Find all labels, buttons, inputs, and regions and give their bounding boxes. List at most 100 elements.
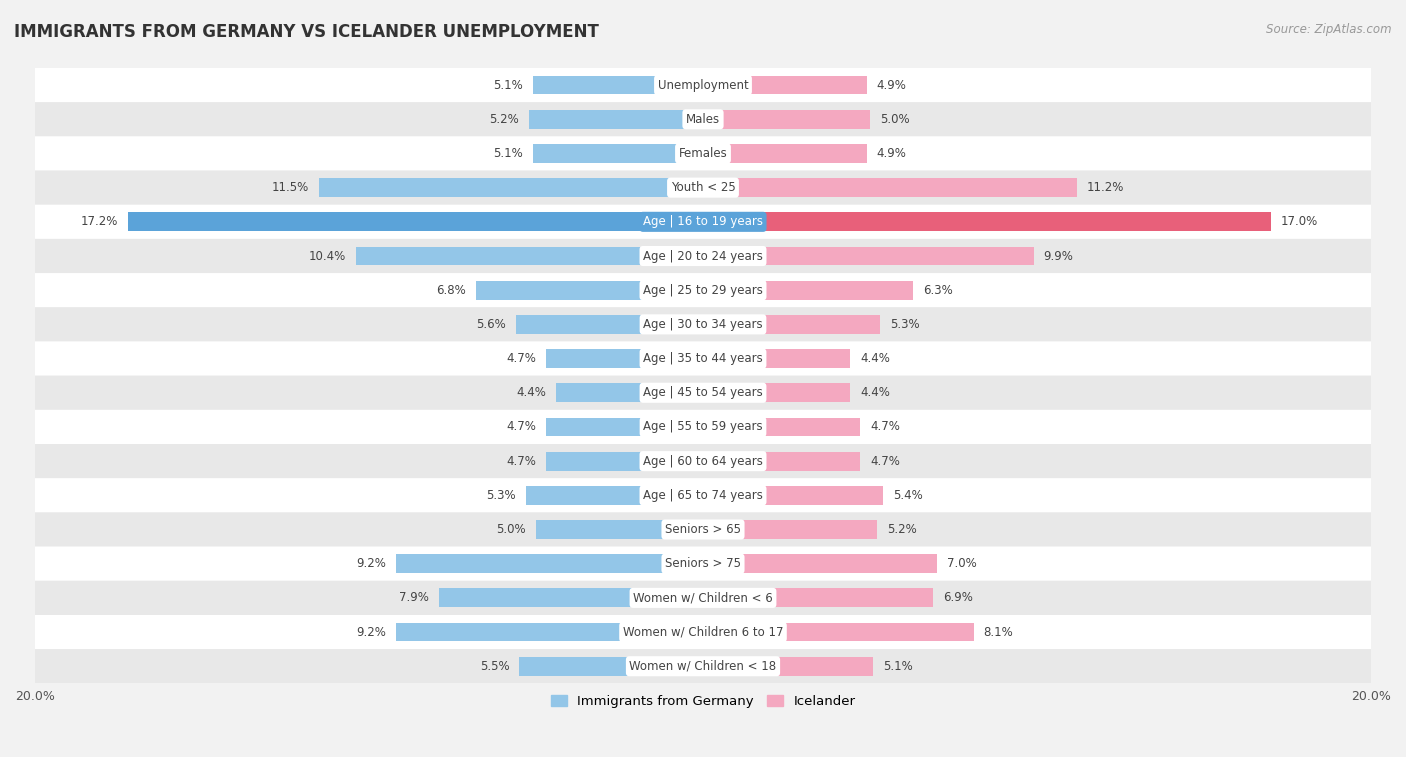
Text: 5.2%: 5.2%	[489, 113, 519, 126]
Bar	[703, 588, 934, 607]
Bar	[529, 110, 703, 129]
Text: 5.1%: 5.1%	[494, 79, 523, 92]
Text: Youth < 25: Youth < 25	[671, 181, 735, 194]
Text: Women w/ Children 6 to 17: Women w/ Children 6 to 17	[623, 625, 783, 639]
Bar	[356, 247, 703, 266]
Text: 7.9%: 7.9%	[399, 591, 429, 604]
Text: 7.0%: 7.0%	[946, 557, 977, 570]
Text: 4.7%: 4.7%	[506, 455, 536, 468]
Bar	[536, 520, 703, 539]
Bar	[703, 144, 866, 163]
FancyBboxPatch shape	[35, 410, 1371, 444]
FancyBboxPatch shape	[35, 204, 1371, 239]
Bar	[703, 178, 1077, 197]
Bar	[475, 281, 703, 300]
Text: 17.2%: 17.2%	[82, 215, 118, 229]
Text: 5.4%: 5.4%	[893, 489, 924, 502]
Bar	[533, 144, 703, 163]
Bar	[703, 315, 880, 334]
FancyBboxPatch shape	[35, 444, 1371, 478]
Bar	[703, 349, 851, 368]
Legend: Immigrants from Germany, Icelander: Immigrants from Germany, Icelander	[546, 690, 860, 714]
Bar	[703, 76, 866, 95]
Bar	[703, 554, 936, 573]
Bar	[439, 588, 703, 607]
Text: Women w/ Children < 18: Women w/ Children < 18	[630, 660, 776, 673]
Bar	[533, 76, 703, 95]
Bar	[703, 383, 851, 402]
Bar	[703, 110, 870, 129]
Text: IMMIGRANTS FROM GERMANY VS ICELANDER UNEMPLOYMENT: IMMIGRANTS FROM GERMANY VS ICELANDER UNE…	[14, 23, 599, 41]
Text: 17.0%: 17.0%	[1281, 215, 1317, 229]
Bar	[703, 486, 883, 505]
Text: 5.1%: 5.1%	[494, 147, 523, 160]
FancyBboxPatch shape	[35, 375, 1371, 410]
FancyBboxPatch shape	[35, 170, 1371, 204]
Bar	[703, 452, 860, 471]
Text: Seniors > 65: Seniors > 65	[665, 523, 741, 536]
Text: Source: ZipAtlas.com: Source: ZipAtlas.com	[1267, 23, 1392, 36]
Bar	[546, 418, 703, 436]
Text: 6.3%: 6.3%	[924, 284, 953, 297]
FancyBboxPatch shape	[35, 68, 1371, 102]
Text: 4.7%: 4.7%	[506, 420, 536, 434]
Text: 4.9%: 4.9%	[877, 79, 907, 92]
Bar	[703, 213, 1271, 231]
Text: 11.5%: 11.5%	[271, 181, 309, 194]
Bar	[703, 623, 973, 641]
Text: 5.1%: 5.1%	[883, 660, 912, 673]
Text: 4.7%: 4.7%	[870, 420, 900, 434]
FancyBboxPatch shape	[35, 239, 1371, 273]
Text: 4.4%: 4.4%	[860, 352, 890, 365]
Bar	[555, 383, 703, 402]
Text: Females: Females	[679, 147, 727, 160]
Text: Age | 20 to 24 years: Age | 20 to 24 years	[643, 250, 763, 263]
FancyBboxPatch shape	[35, 650, 1371, 684]
Bar	[703, 281, 914, 300]
Bar	[546, 349, 703, 368]
Text: 4.7%: 4.7%	[506, 352, 536, 365]
Text: 5.5%: 5.5%	[479, 660, 509, 673]
Text: Age | 65 to 74 years: Age | 65 to 74 years	[643, 489, 763, 502]
FancyBboxPatch shape	[35, 102, 1371, 136]
Text: 9.2%: 9.2%	[356, 625, 385, 639]
Text: Age | 55 to 59 years: Age | 55 to 59 years	[643, 420, 763, 434]
Bar	[319, 178, 703, 197]
Bar	[703, 657, 873, 676]
Text: 4.9%: 4.9%	[877, 147, 907, 160]
Text: 9.2%: 9.2%	[356, 557, 385, 570]
Text: Age | 60 to 64 years: Age | 60 to 64 years	[643, 455, 763, 468]
Text: 5.0%: 5.0%	[496, 523, 526, 536]
Bar	[395, 623, 703, 641]
FancyBboxPatch shape	[35, 136, 1371, 170]
Text: 11.2%: 11.2%	[1087, 181, 1125, 194]
Bar	[516, 315, 703, 334]
FancyBboxPatch shape	[35, 478, 1371, 512]
Text: 5.3%: 5.3%	[486, 489, 516, 502]
Text: Unemployment: Unemployment	[658, 79, 748, 92]
Bar	[519, 657, 703, 676]
Text: 5.2%: 5.2%	[887, 523, 917, 536]
Text: 6.8%: 6.8%	[436, 284, 465, 297]
Bar	[703, 418, 860, 436]
FancyBboxPatch shape	[35, 581, 1371, 615]
Text: 5.6%: 5.6%	[477, 318, 506, 331]
Text: 5.0%: 5.0%	[880, 113, 910, 126]
Text: 4.7%: 4.7%	[870, 455, 900, 468]
Text: Seniors > 75: Seniors > 75	[665, 557, 741, 570]
Text: Males: Males	[686, 113, 720, 126]
Text: 6.9%: 6.9%	[943, 591, 973, 604]
FancyBboxPatch shape	[35, 341, 1371, 375]
FancyBboxPatch shape	[35, 512, 1371, 547]
Text: Age | 30 to 34 years: Age | 30 to 34 years	[643, 318, 763, 331]
Text: 5.3%: 5.3%	[890, 318, 920, 331]
Text: Age | 25 to 29 years: Age | 25 to 29 years	[643, 284, 763, 297]
FancyBboxPatch shape	[35, 307, 1371, 341]
Bar	[703, 520, 877, 539]
FancyBboxPatch shape	[35, 547, 1371, 581]
Text: Women w/ Children < 6: Women w/ Children < 6	[633, 591, 773, 604]
Bar	[526, 486, 703, 505]
Text: 9.9%: 9.9%	[1043, 250, 1074, 263]
Bar	[546, 452, 703, 471]
Text: Age | 45 to 54 years: Age | 45 to 54 years	[643, 386, 763, 399]
